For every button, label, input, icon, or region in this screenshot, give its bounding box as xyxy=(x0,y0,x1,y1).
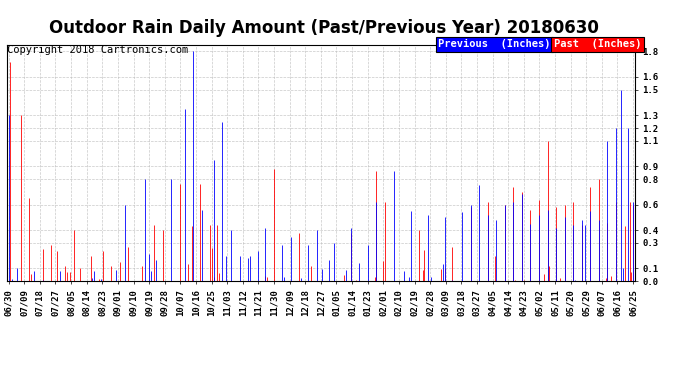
Text: Previous  (Inches): Previous (Inches) xyxy=(438,39,551,50)
Text: Outdoor Rain Daily Amount (Past/Previous Year) 20180630: Outdoor Rain Daily Amount (Past/Previous… xyxy=(50,19,599,37)
Text: Copyright 2018 Cartronics.com: Copyright 2018 Cartronics.com xyxy=(7,45,188,55)
Text: Past  (Inches): Past (Inches) xyxy=(554,39,642,50)
